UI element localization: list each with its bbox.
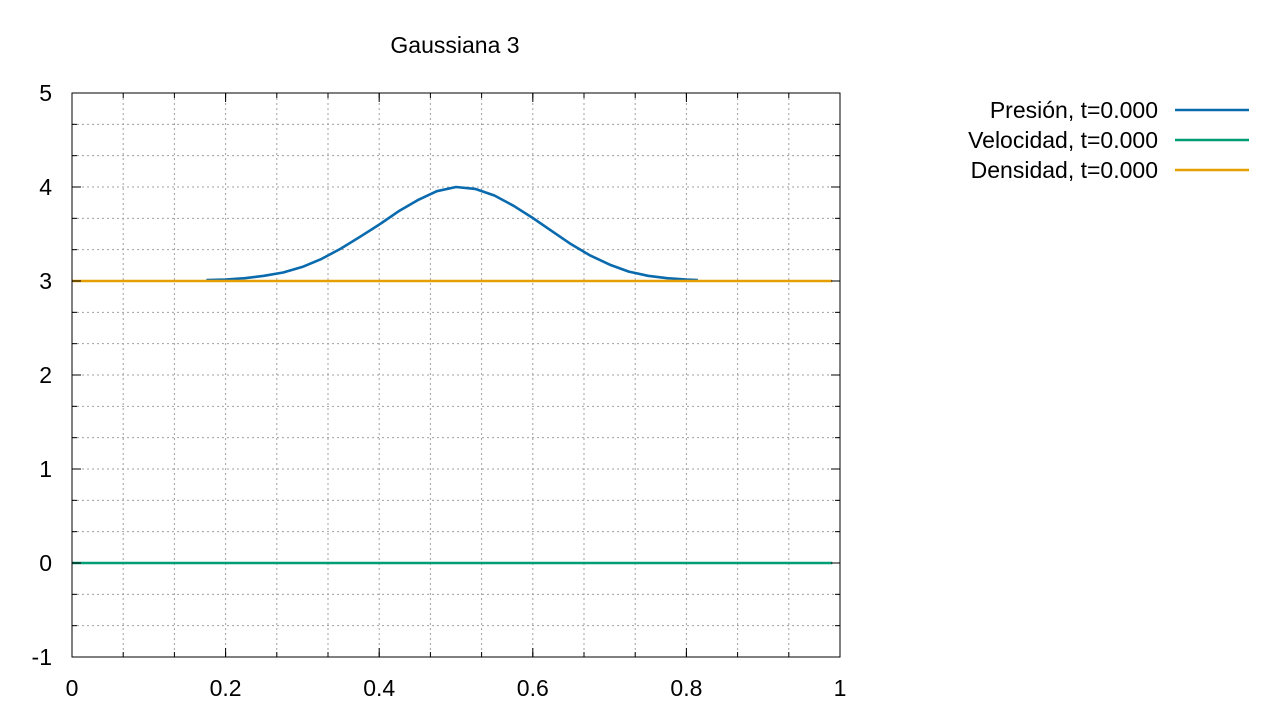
grid [72,92,840,657]
y-tick-label: 5 [39,80,52,106]
x-tick-label: 0.8 [670,675,702,701]
x-tick-label: 0 [66,675,79,701]
x-tick-label: 0.2 [210,675,242,701]
legend-label-1: Velocidad, t=0.000 [968,127,1158,153]
chart-title: Gaussiana 3 [390,32,519,58]
y-tick-label: 4 [39,174,52,200]
legend-label-0: Presión, t=0.000 [990,97,1158,123]
y-tick-label: 0 [39,550,52,576]
axes: 0 0.2 0.4 0.6 0.8 1 -1 0 1 2 3 4 5 [32,80,847,701]
x-tick-label: 1 [834,675,847,701]
series-layer [72,185,833,565]
legend: Presión, t=0.000 Velocidad, t=0.000 Densid… [968,97,1249,183]
series-line-0 [206,185,698,282]
y-tick-label: 2 [39,362,52,388]
legend-label-2: Densidad, t=0.000 [971,157,1158,183]
y-tick-label: 3 [39,268,52,294]
x-tick-label: 0.6 [517,675,549,701]
x-tick-label: 0.4 [363,675,395,701]
y-tick-label: 1 [39,456,52,482]
y-tick-label: -1 [32,644,52,670]
